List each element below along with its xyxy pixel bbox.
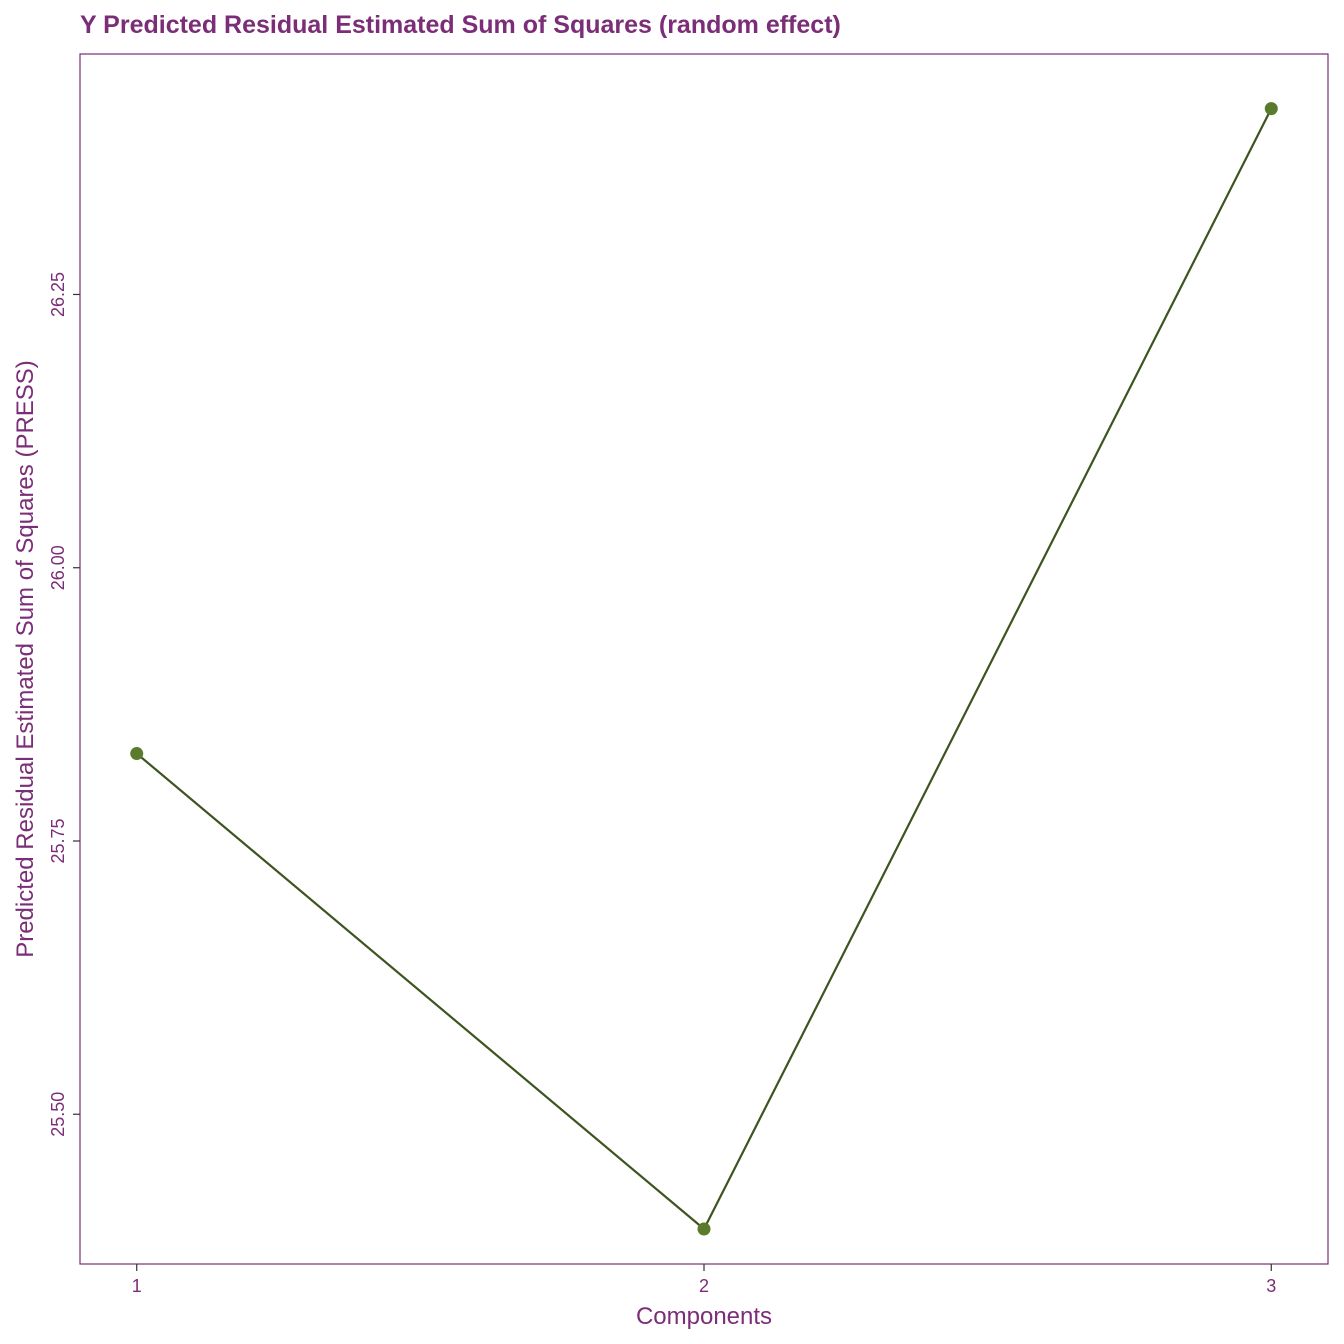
- y-axis-label: Predicted Residual Estimated Sum of Squa…: [12, 360, 39, 958]
- y-axis: 25.50 25.75 26.00 26.25: [48, 272, 80, 1137]
- series-layer: [130, 102, 1278, 1236]
- data-point: [130, 747, 144, 761]
- plot-frame: [79, 53, 1329, 1265]
- x-tick-label: 2: [699, 1276, 709, 1296]
- x-tick-label: 1: [132, 1276, 142, 1296]
- y-tick-label: 26.00: [48, 545, 68, 590]
- x-axis-label: Components: [636, 1303, 772, 1330]
- chart-title: Y Predicted Residual Estimated Sum of Sq…: [80, 11, 841, 39]
- x-tick-label: 3: [1266, 1276, 1276, 1296]
- y-tick-label: 25.75: [48, 818, 68, 863]
- x-axis: 1 2 3: [132, 1264, 1276, 1296]
- y-tick-label: 26.25: [48, 272, 68, 317]
- series-line: [136, 108, 1273, 1231]
- data-point: [1264, 102, 1278, 116]
- y-tick-label: 25.50: [48, 1092, 68, 1137]
- data-point: [697, 1222, 711, 1236]
